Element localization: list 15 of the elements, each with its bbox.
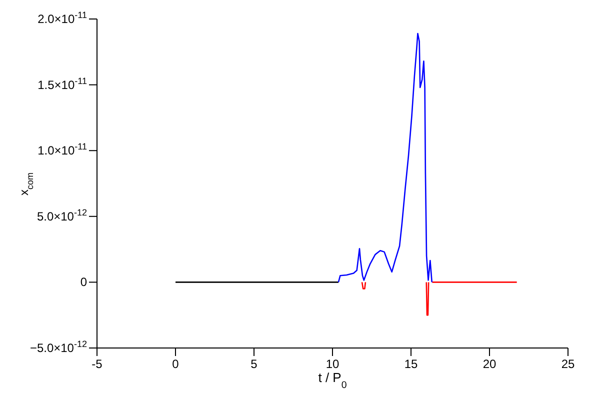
x-tick-label: 15 [404,357,418,371]
y-tick-label: 2.0×10$^{-11}$ [38,10,87,26]
y-tick-label: 1.0×10$^{-11}$ [38,142,87,158]
line-series [338,32,433,283]
y-tick-label: 0 [80,275,88,290]
x-tick-label: -5 [92,357,103,371]
x-axis-title: t / P$_{0}$ [318,370,348,390]
x-tick-label: 5 [250,357,258,371]
x-tick-label: 10 [326,357,340,371]
y-tick-label: 1.5×10$^{-11}$ [38,76,87,92]
y-tick-label: 5.0×10$^{-12}$ [36,207,87,224]
x-tick-label: 25 [561,357,575,371]
x-tick-label: 0 [172,357,180,371]
y-tick-label: −5.0×10$^{-12}$ [30,339,87,355]
x-tick-label: 20 [482,357,496,371]
